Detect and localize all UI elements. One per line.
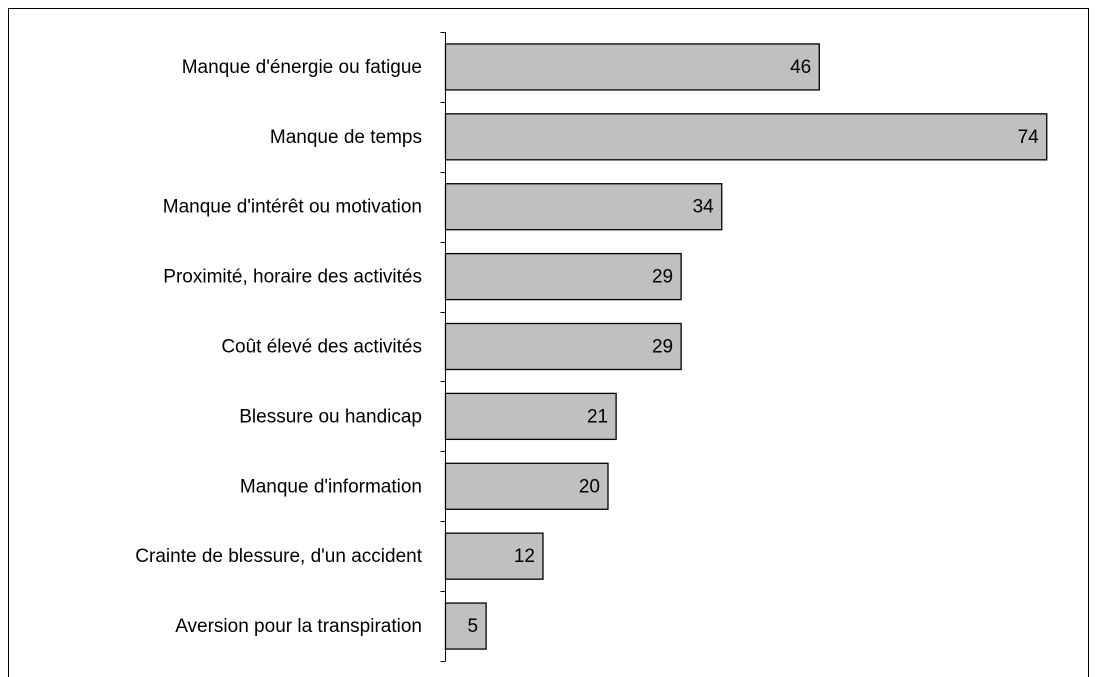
category-label: Manque d'énergie ou fatigue bbox=[182, 57, 422, 78]
category-label: Manque de temps bbox=[270, 127, 422, 148]
value-label: 46 bbox=[790, 57, 811, 78]
chart-frame bbox=[8, 8, 1089, 677]
bar bbox=[444, 183, 723, 231]
value-label: 21 bbox=[587, 406, 608, 427]
value-label: 20 bbox=[579, 476, 600, 497]
bar bbox=[444, 322, 682, 371]
value-label: 74 bbox=[1018, 127, 1040, 148]
value-label: 34 bbox=[693, 197, 715, 218]
bar bbox=[444, 113, 1048, 161]
category-label: Crainte de blessure, d'un accident bbox=[135, 546, 422, 567]
bar bbox=[444, 392, 617, 441]
bar bbox=[444, 602, 487, 650]
category-label: Manque d'intérêt ou motivation bbox=[163, 197, 422, 218]
category-label: Proximité, horaire des activités bbox=[163, 267, 422, 288]
value-label: 29 bbox=[652, 267, 673, 288]
category-label: Manque d'information bbox=[240, 476, 422, 497]
value-label: 12 bbox=[514, 546, 535, 567]
value-label: 5 bbox=[468, 616, 479, 637]
bar bbox=[444, 252, 682, 301]
category-label: Aversion pour la transpiration bbox=[175, 616, 422, 637]
bar bbox=[444, 532, 544, 580]
value-label: 29 bbox=[652, 337, 673, 358]
category-label: Coût élevé des activités bbox=[221, 337, 422, 358]
bar bbox=[444, 462, 609, 510]
bar bbox=[444, 43, 820, 91]
category-label: Blessure ou handicap bbox=[239, 406, 422, 427]
